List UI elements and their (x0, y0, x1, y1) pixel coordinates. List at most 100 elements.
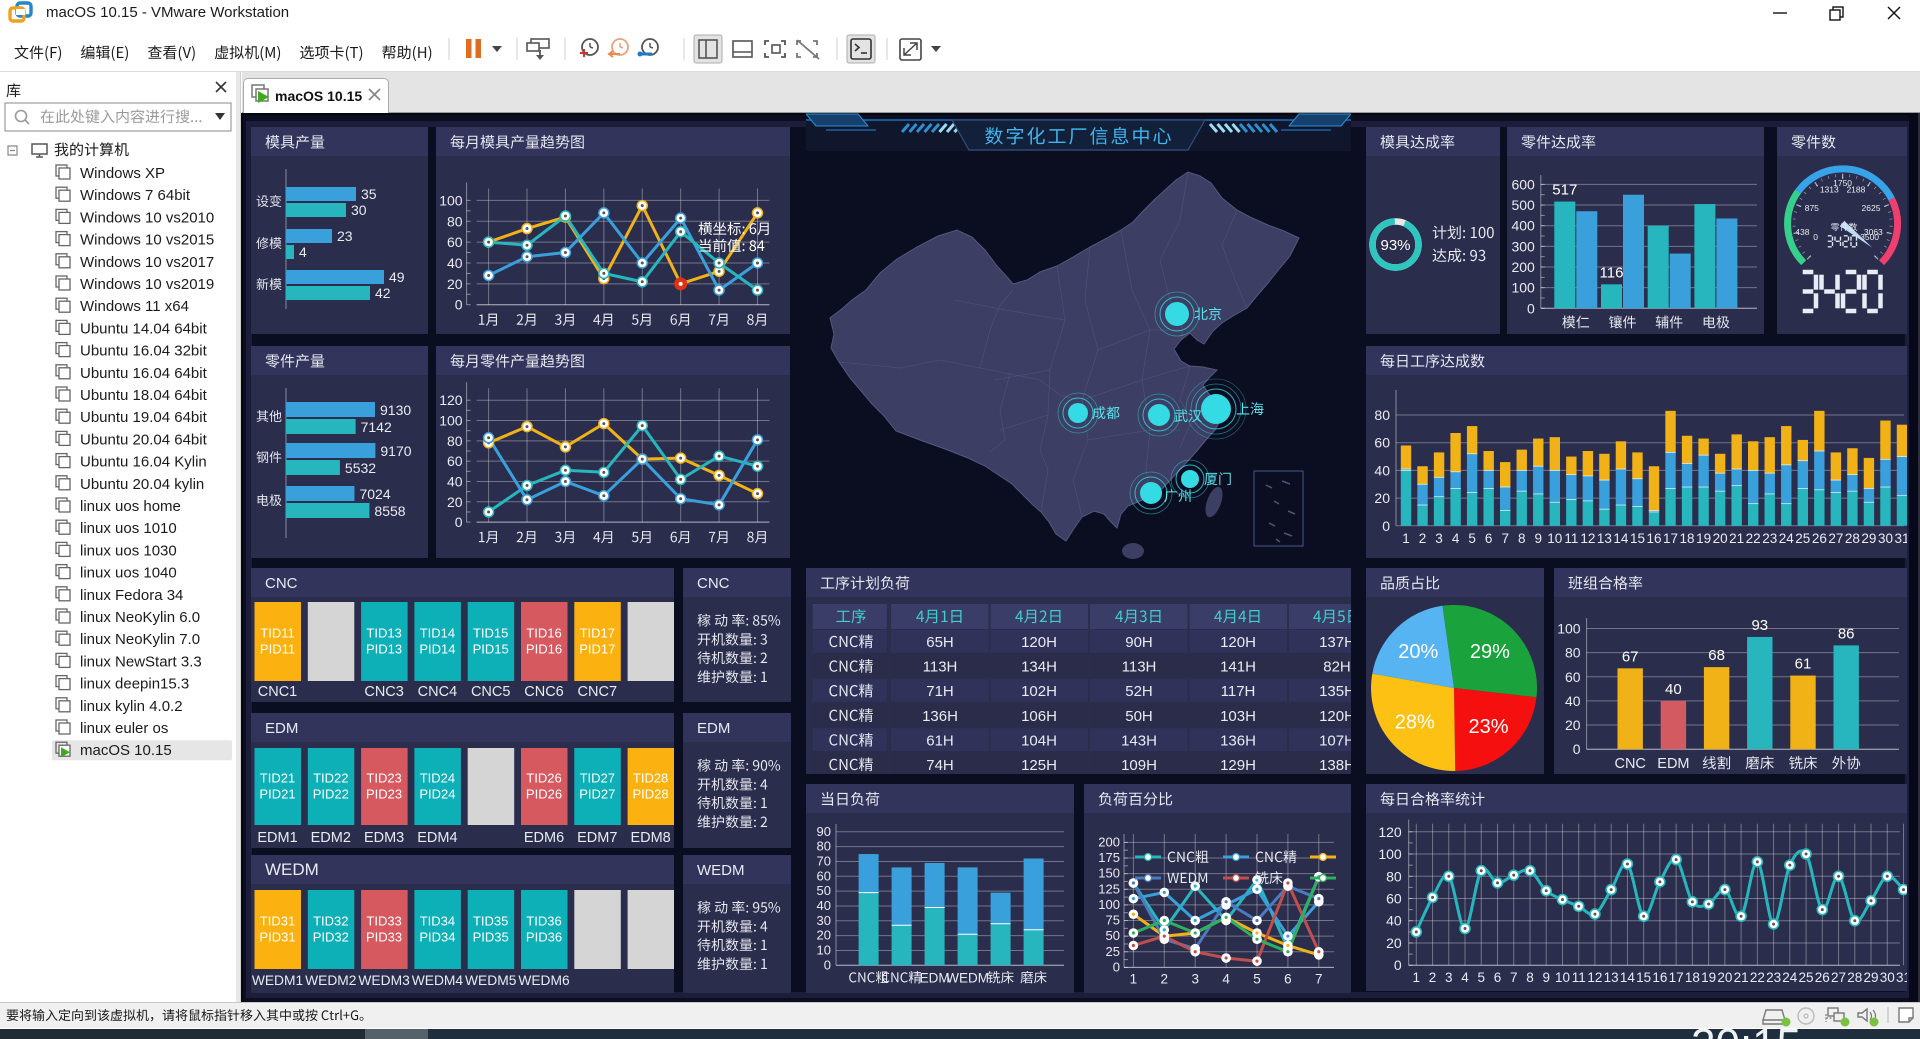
svg-text:8: 8 (1526, 970, 1534, 985)
svg-text:TID24: TID24 (420, 771, 455, 786)
svg-text:49: 49 (389, 269, 405, 285)
svg-text:20: 20 (1717, 970, 1732, 985)
svg-text:Ubuntu 16.04 Kylin: Ubuntu 16.04 Kylin (80, 454, 207, 471)
svg-text:TID27: TID27 (580, 771, 615, 786)
svg-text:60: 60 (1374, 435, 1390, 451)
svg-text:PID28: PID28 (633, 787, 669, 802)
svg-text:3063: 3063 (1864, 227, 1883, 237)
svg-text:400: 400 (1511, 218, 1535, 234)
svg-text:20: 20 (1374, 490, 1390, 506)
svg-text:120H: 120H (1220, 634, 1256, 651)
svg-text:CNC5: CNC5 (471, 684, 510, 700)
svg-text:20%: 20% (1398, 641, 1438, 663)
svg-text:22: 22 (1750, 970, 1765, 985)
svg-text:Ubuntu 16.04 64bit: Ubuntu 16.04 64bit (80, 365, 208, 382)
svg-text:15: 15 (1630, 531, 1645, 546)
svg-text:71H: 71H (926, 683, 954, 700)
svg-text:61: 61 (1795, 656, 1812, 673)
svg-text:104H: 104H (1021, 732, 1057, 749)
svg-text:19: 19 (1696, 531, 1711, 546)
svg-text:25: 25 (1799, 970, 1814, 985)
svg-text:120: 120 (1378, 824, 1402, 840)
svg-text:PID21: PID21 (259, 787, 295, 802)
svg-text:10: 10 (1555, 970, 1570, 985)
svg-text:90: 90 (817, 824, 831, 839)
svg-text:EDM2: EDM2 (311, 830, 351, 846)
svg-text:TID28: TID28 (633, 771, 668, 786)
svg-text:200: 200 (1511, 259, 1535, 275)
svg-text:7: 7 (1501, 531, 1509, 546)
svg-text:Ubuntu 19.04 64bit: Ubuntu 19.04 64bit (80, 409, 208, 426)
svg-text:Ubuntu 18.04 64bit: Ubuntu 18.04 64bit (80, 387, 208, 404)
svg-text:52H: 52H (1125, 683, 1153, 700)
svg-text:68: 68 (1708, 647, 1725, 664)
svg-text:42: 42 (375, 285, 391, 301)
svg-text:86: 86 (1838, 625, 1855, 642)
svg-text:19: 19 (1701, 970, 1716, 985)
svg-text:Windows 7 64bit: Windows 7 64bit (80, 187, 191, 204)
svg-text:40: 40 (447, 473, 463, 489)
svg-text:137H: 137H (1319, 634, 1351, 651)
svg-text:60: 60 (447, 234, 463, 250)
svg-text:15: 15 (1636, 970, 1651, 985)
svg-text:175: 175 (1098, 850, 1120, 865)
svg-text:106H: 106H (1021, 708, 1057, 725)
svg-text:6: 6 (1494, 970, 1502, 985)
svg-text:EDM: EDM (1657, 756, 1689, 772)
svg-text:9170: 9170 (380, 443, 411, 459)
svg-text:40: 40 (817, 898, 831, 913)
svg-text:0: 0 (455, 297, 463, 313)
svg-text:TID31: TID31 (260, 914, 295, 929)
svg-text:PID14: PID14 (419, 642, 455, 657)
svg-text:100: 100 (1098, 897, 1120, 912)
svg-text:300: 300 (1511, 238, 1535, 254)
svg-text:200: 200 (1098, 834, 1120, 849)
svg-text:67: 67 (1622, 648, 1639, 665)
svg-text:linux uos 1010: linux uos 1010 (80, 520, 177, 537)
svg-text:14: 14 (1620, 970, 1636, 985)
svg-text:PID26: PID26 (526, 787, 562, 802)
svg-text:16: 16 (1646, 531, 1661, 546)
svg-text:2188: 2188 (1846, 185, 1865, 195)
svg-text:100: 100 (1511, 280, 1535, 296)
svg-text:100: 100 (1557, 621, 1581, 637)
svg-text:100: 100 (439, 192, 463, 208)
svg-text:30: 30 (1878, 531, 1893, 546)
svg-text:10: 10 (1547, 531, 1562, 546)
svg-text:TID26: TID26 (526, 771, 561, 786)
svg-text:102H: 102H (1021, 683, 1057, 700)
svg-text:WEDM5: WEDM5 (465, 973, 517, 988)
svg-text:120: 120 (439, 392, 463, 408)
svg-text:103H: 103H (1220, 708, 1256, 725)
svg-text:Windows 10 vs2015: Windows 10 vs2015 (80, 232, 214, 249)
svg-text:linux uos 1030: linux uos 1030 (80, 542, 177, 559)
svg-text:Windows XP: Windows XP (80, 165, 165, 182)
svg-text:875: 875 (1805, 203, 1819, 213)
svg-text:7142: 7142 (361, 419, 392, 435)
svg-text:0: 0 (1573, 741, 1581, 757)
svg-text:CNC: CNC (265, 575, 298, 592)
svg-text:16: 16 (1652, 970, 1667, 985)
svg-text:PID34: PID34 (419, 930, 455, 945)
svg-text:1: 1 (1130, 971, 1138, 986)
svg-text:0: 0 (1527, 300, 1535, 316)
svg-text:PID32: PID32 (313, 930, 349, 945)
svg-text:40: 40 (1374, 462, 1390, 478)
svg-text:linux uos 1040: linux uos 1040 (80, 565, 177, 582)
svg-text:TID32: TID32 (313, 914, 348, 929)
svg-text:10: 10 (817, 942, 831, 957)
svg-text:PID33: PID33 (366, 930, 402, 945)
svg-text:Windows 10 vs2017: Windows 10 vs2017 (80, 254, 214, 271)
svg-text:135H: 135H (1319, 683, 1351, 700)
svg-text:40: 40 (1665, 681, 1682, 698)
svg-text:Windows 10 vs2019: Windows 10 vs2019 (80, 276, 214, 293)
svg-text:109H: 109H (1121, 757, 1157, 774)
svg-text:13: 13 (1604, 970, 1619, 985)
svg-text:WEDM3: WEDM3 (358, 973, 410, 988)
svg-text:27: 27 (1831, 970, 1846, 985)
svg-text:30: 30 (351, 202, 367, 218)
svg-text:5532: 5532 (345, 460, 376, 476)
svg-text:35: 35 (361, 186, 377, 202)
svg-text:TID11: TID11 (260, 626, 294, 641)
svg-text:20: 20 (447, 276, 463, 292)
